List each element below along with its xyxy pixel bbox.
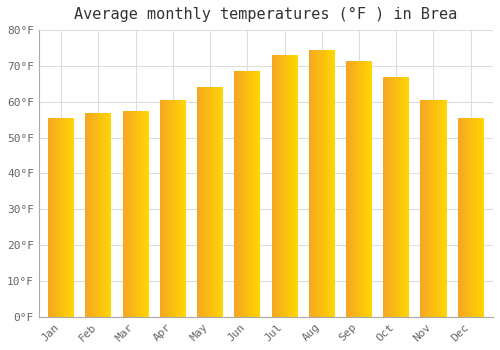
Title: Average monthly temperatures (°F ) in Brea: Average monthly temperatures (°F ) in Br… (74, 7, 458, 22)
